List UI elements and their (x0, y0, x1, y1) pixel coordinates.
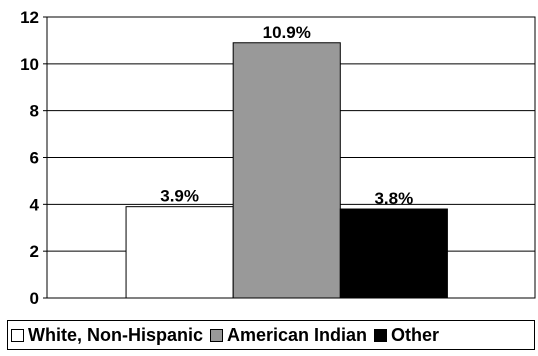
legend-label-white-non-hispanic: White, Non-Hispanic (28, 324, 203, 345)
plot-area-border (46, 16, 536, 299)
bar-other (339, 208, 448, 299)
data-labels: 3.9% 10.9% 3.8% (160, 23, 413, 208)
y-tick-label: 8 (30, 102, 39, 121)
legend-item-american-indian: American Indian (210, 325, 367, 346)
bars (125, 42, 448, 299)
legend-item-other: Other (374, 325, 439, 346)
y-tick-label: 2 (30, 242, 39, 261)
data-label: 10.9% (263, 23, 311, 42)
bar-chart: 0 2 4 6 8 10 12 3.9% 10.9% 3.8% (20, 8, 536, 308)
y-tick-label: 0 (30, 289, 39, 308)
data-label: 3.8% (374, 189, 413, 208)
y-tick-label: 10 (20, 55, 39, 74)
legend-swatch-american-indian (210, 328, 223, 342)
y-axis-ticks: 0 2 4 6 8 10 12 (20, 8, 47, 308)
legend: White, Non-Hispanic American Indian Othe… (7, 320, 535, 350)
legend-swatch-other (374, 328, 388, 342)
y-tick-label: 6 (30, 149, 39, 168)
legend-label-other: Other (391, 324, 440, 345)
legend-item-white-non-hispanic: White, Non-Hispanic (11, 325, 203, 346)
data-label: 3.9% (160, 187, 199, 206)
bar-white-non-hispanic (125, 206, 234, 299)
legend-label-american-indian: American Indian (227, 324, 368, 345)
bar-american-indian (232, 42, 341, 299)
y-tick-label: 12 (20, 8, 39, 27)
legend-swatch-white-non-hispanic (11, 328, 24, 342)
y-tick-label: 4 (30, 195, 40, 214)
